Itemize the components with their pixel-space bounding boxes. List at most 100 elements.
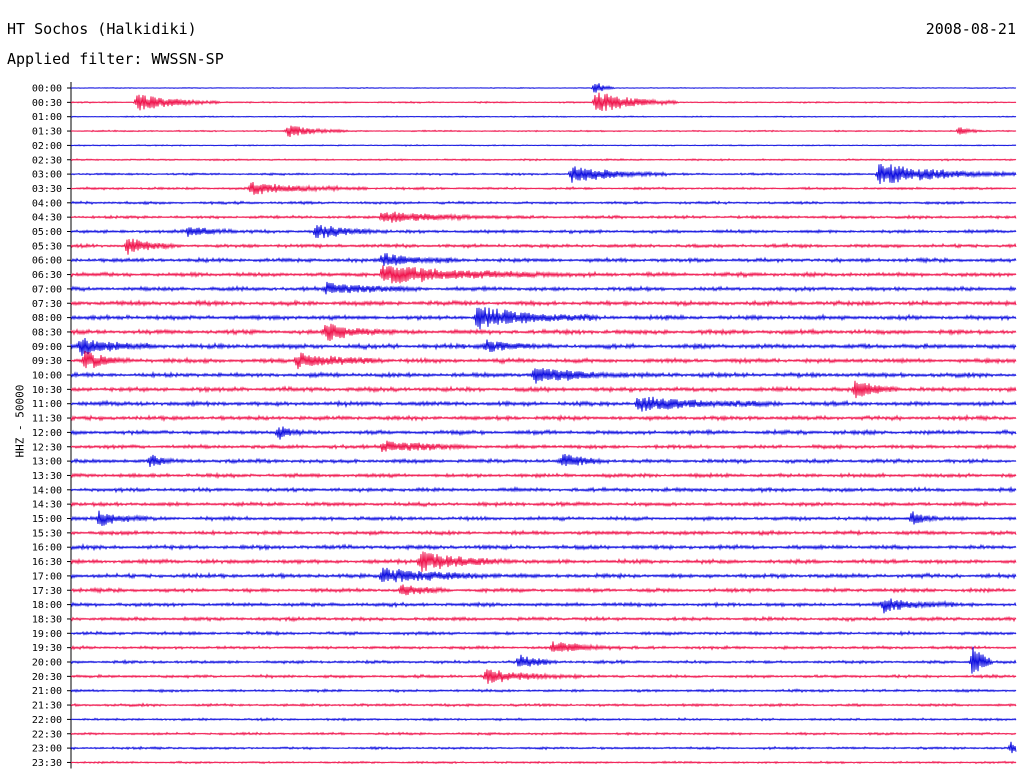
seismic-trace-row [70,83,1017,93]
row-time-label: 11:30 [32,414,62,425]
seismic-trace-row [70,211,1017,223]
seismic-trace-row [70,440,1017,452]
seismic-trace-row [70,454,1017,467]
seismic-trace-row [70,741,1017,754]
row-time-label: 18:00 [32,600,62,611]
station-title: HT Sochos (Halkidiki) [7,20,197,38]
seismic-trace-row [70,238,1017,255]
seismic-trace-row [70,380,1017,399]
row-time-label: 07:30 [32,299,62,310]
row-time-label: 13:00 [32,457,62,468]
row-time-label: 14:30 [32,500,62,511]
row-time-label: 23:00 [32,744,62,755]
row-time-label: 09:30 [32,356,62,367]
row-time-label: 06:00 [32,256,62,267]
row-time-label: 16:00 [32,543,62,554]
row-time-label: 18:30 [32,614,62,625]
seismic-trace-row [70,368,1017,384]
row-time-label: 09:00 [32,342,62,353]
seismic-trace-row [70,598,1017,614]
row-time-label: 20:30 [32,672,62,683]
seismic-trace-row [70,224,1017,239]
seismic-trace-row [70,253,1017,266]
seismic-trace-row [70,510,1017,526]
seismic-trace-row [70,323,1017,342]
row-time-label: 17:00 [32,571,62,582]
row-time-label: 15:00 [32,514,62,525]
seismic-trace-row [70,265,1017,284]
row-time-label: 19:30 [32,643,62,654]
seismic-trace-row [70,182,1017,195]
row-time-label: 11:00 [32,399,62,410]
row-time-label: 23:30 [32,758,62,769]
row-time-label: 21:00 [32,686,62,697]
seismic-trace-row [70,350,1017,370]
seismic-trace-row [70,641,1017,652]
seismic-trace-row [70,669,1017,684]
row-time-label: 01:00 [32,112,62,123]
seismic-trace-row [70,426,1017,440]
seismic-trace-row [70,143,1017,147]
seismic-trace-row [70,702,1017,708]
row-time-label: 02:00 [32,141,62,152]
row-time-label: 05:30 [32,241,62,252]
seismic-trace-row [70,413,1017,423]
seismic-trace-row [70,615,1017,623]
seismic-trace-row [70,543,1017,552]
row-time-label: 20:00 [32,658,62,669]
seismic-trace-row [70,281,1017,295]
seismic-trace-row [70,471,1017,480]
seismic-trace-row [70,299,1017,308]
row-time-label: 00:00 [32,84,62,95]
seismic-trace-row [70,529,1017,537]
seismic-trace-row [70,688,1017,694]
seismic-trace-row [70,646,1017,674]
row-time-label: 00:30 [32,98,62,109]
seismic-trace-row [70,500,1017,508]
seismic-trace-row [70,717,1017,722]
row-time-label: 04:30 [32,213,62,224]
seismic-trace-row [70,307,1017,330]
row-time-label: 12:30 [32,442,62,453]
row-time-label: 05:00 [32,227,62,238]
row-time-label: 22:00 [32,715,62,726]
row-time-label: 04:00 [32,198,62,209]
row-time-label: 08:30 [32,327,62,338]
recording-date: 2008-08-21 [925,20,1016,38]
seismic-trace-row [70,396,1017,412]
row-time-label: 22:30 [32,729,62,740]
filter-value: WWSSN-SP [151,50,224,68]
row-time-label: 10:00 [32,371,62,382]
row-time-label: 03:30 [32,184,62,195]
row-time-label: 19:00 [32,629,62,640]
seismic-trace-row [70,551,1017,572]
seismic-trace-row [70,567,1017,583]
seismic-trace-row [70,630,1017,637]
row-time-label: 14:00 [32,485,62,496]
seismic-trace-row [70,485,1017,494]
row-time-label: 06:30 [32,270,62,281]
seismic-trace-row [70,200,1017,206]
row-time-label: 03:00 [32,170,62,181]
row-time-label: 15:30 [32,528,62,539]
seismic-trace-row [70,115,1017,119]
row-time-label: 16:30 [32,557,62,568]
seismic-trace-row [70,163,1017,185]
seismic-trace-row [70,584,1017,596]
seismic-trace-row [70,731,1017,737]
filter-label: Applied filter: [7,50,143,68]
seismic-trace-row [70,125,1017,138]
seismic-trace-row [70,158,1017,162]
seismic-trace-row [70,337,1017,356]
seismic-trace-row [70,760,1017,765]
row-time-label: 10:30 [32,385,62,396]
row-time-label: 01:30 [32,127,62,138]
row-time-label: 21:30 [32,701,62,712]
row-time-label: 07:00 [32,284,62,295]
row-time-label: 12:00 [32,428,62,439]
row-time-label: 08:00 [32,313,62,324]
seismic-trace-row [70,92,1017,112]
row-time-label: 13:30 [32,471,62,482]
row-time-label: 17:30 [32,586,62,597]
